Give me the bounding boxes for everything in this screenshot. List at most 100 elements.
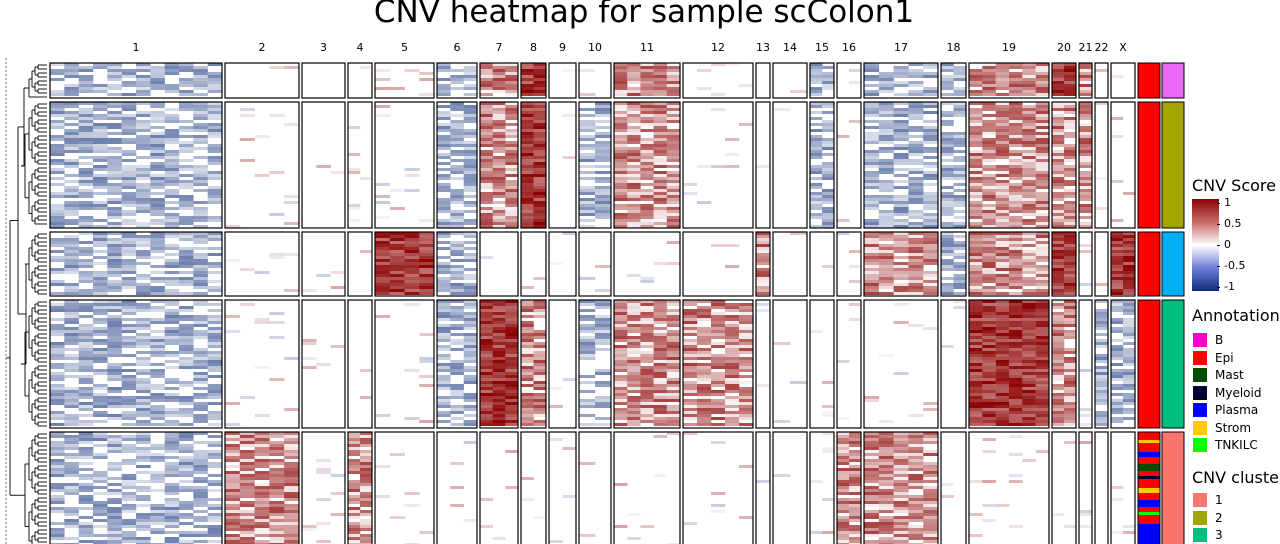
heatmap-cell <box>463 232 478 235</box>
heatmap-cell <box>505 189 519 192</box>
heatmap-cell <box>953 300 967 303</box>
heatmap-cell <box>284 253 300 256</box>
heatmap-cell <box>893 147 909 150</box>
heatmap-cell <box>164 72 180 75</box>
heatmap-cell <box>330 345 346 348</box>
heatmap-cell <box>78 144 94 147</box>
heatmap-cell <box>505 363 519 366</box>
heatmap-cell <box>207 63 223 66</box>
heatmap-cell <box>1009 253 1023 256</box>
heatmap-cell <box>107 375 122 378</box>
heatmap-cell <box>908 141 924 144</box>
heatmap-cell <box>711 384 726 387</box>
heatmap-cell <box>725 138 740 141</box>
heatmap-cell <box>908 265 924 268</box>
heatmap-cell <box>982 141 996 144</box>
heatmap-cell <box>697 378 712 381</box>
heatmap-cell <box>164 339 180 342</box>
heatmap-cell <box>1022 135 1036 138</box>
heatmap-cell <box>136 222 151 225</box>
heatmap-cell <box>179 309 194 312</box>
heatmap-cell <box>50 531 65 534</box>
heatmap-cell <box>505 147 519 150</box>
heatmap-cell <box>121 168 137 171</box>
heatmap-cell <box>725 390 740 393</box>
heatmap-cell <box>50 414 65 417</box>
heatmap-cell <box>725 396 740 399</box>
heatmap-cell <box>697 342 712 345</box>
heatmap-cell <box>193 534 208 537</box>
heatmap-cell <box>150 447 165 450</box>
heatmap-cell <box>64 525 79 528</box>
heatmap-cell <box>1009 162 1023 165</box>
heatmap-cell <box>463 84 478 87</box>
heatmap-cell <box>969 292 983 295</box>
heatmap-cell <box>437 339 451 342</box>
heatmap-cell <box>93 474 108 477</box>
heatmap-cell <box>1123 232 1136 235</box>
heatmap-cell <box>941 262 954 265</box>
heatmap-cell <box>193 274 208 277</box>
heatmap-cell <box>492 408 506 411</box>
heatmap-cell <box>822 213 835 216</box>
heatmap-cell <box>995 238 1010 241</box>
heatmap-cell <box>78 195 94 198</box>
heatmap-cell <box>1052 141 1065 144</box>
heatmap-cell <box>164 501 180 504</box>
heatmap-cell <box>982 210 996 213</box>
heatmap-cell <box>893 195 909 198</box>
heatmap-cell <box>150 235 165 238</box>
heatmap-cell <box>78 342 94 345</box>
heatmap-cell <box>521 150 534 153</box>
heatmap-cell <box>164 309 180 312</box>
heatmap-cell <box>1052 292 1065 295</box>
heatmap-cell <box>207 390 223 393</box>
heatmap-cell <box>1095 177 1109 180</box>
heatmap-cell <box>64 63 79 66</box>
heatmap-cell <box>492 186 506 189</box>
heatmap-cell <box>711 390 726 393</box>
heatmap-cell <box>533 105 547 108</box>
heatmap-cell <box>450 348 464 351</box>
heatmap-cell <box>923 126 939 129</box>
heatmap-cell <box>1079 150 1093 153</box>
heatmap-cell <box>1064 90 1077 93</box>
heatmap-cell <box>1022 387 1036 390</box>
heatmap-cell <box>627 300 641 303</box>
heatmap-cell <box>533 84 547 87</box>
heatmap-cell <box>492 351 506 354</box>
heatmap-cell <box>941 171 954 174</box>
heatmap-cell <box>982 259 996 262</box>
heatmap-cell <box>150 72 165 75</box>
heatmap-cell <box>953 225 967 228</box>
heatmap-cell <box>50 105 65 108</box>
heatmap-cell <box>562 114 577 117</box>
heatmap-cell <box>666 375 681 378</box>
heatmap-cell <box>941 259 954 262</box>
heatmap-cell <box>1035 372 1050 375</box>
heatmap-cell <box>1052 213 1065 216</box>
heatmap-cell <box>969 402 983 405</box>
heatmap-cell <box>492 138 506 141</box>
heatmap-cell <box>375 250 391 253</box>
heatmap-cell <box>627 210 641 213</box>
heatmap-cell <box>653 348 668 351</box>
heatmap-cell <box>480 120 493 123</box>
heatmap-cell <box>995 156 1010 159</box>
heatmap-cell <box>463 168 478 171</box>
heatmap-cell <box>136 345 151 348</box>
heatmap-cell <box>864 232 880 235</box>
heatmap-cell <box>725 339 740 342</box>
heatmap-cell <box>375 195 391 198</box>
heatmap-cell <box>121 123 137 126</box>
heatmap-cell <box>666 186 681 189</box>
heatmap-cell <box>666 147 681 150</box>
heatmap-cell <box>492 174 506 177</box>
heatmap-cell <box>136 69 151 72</box>
heatmap-cell <box>533 351 547 354</box>
heatmap-cell <box>419 235 435 238</box>
heatmap-cell <box>683 387 698 390</box>
heatmap-cell <box>1079 141 1093 144</box>
heatmap-cell <box>521 213 534 216</box>
heatmap-cell <box>1035 330 1050 333</box>
